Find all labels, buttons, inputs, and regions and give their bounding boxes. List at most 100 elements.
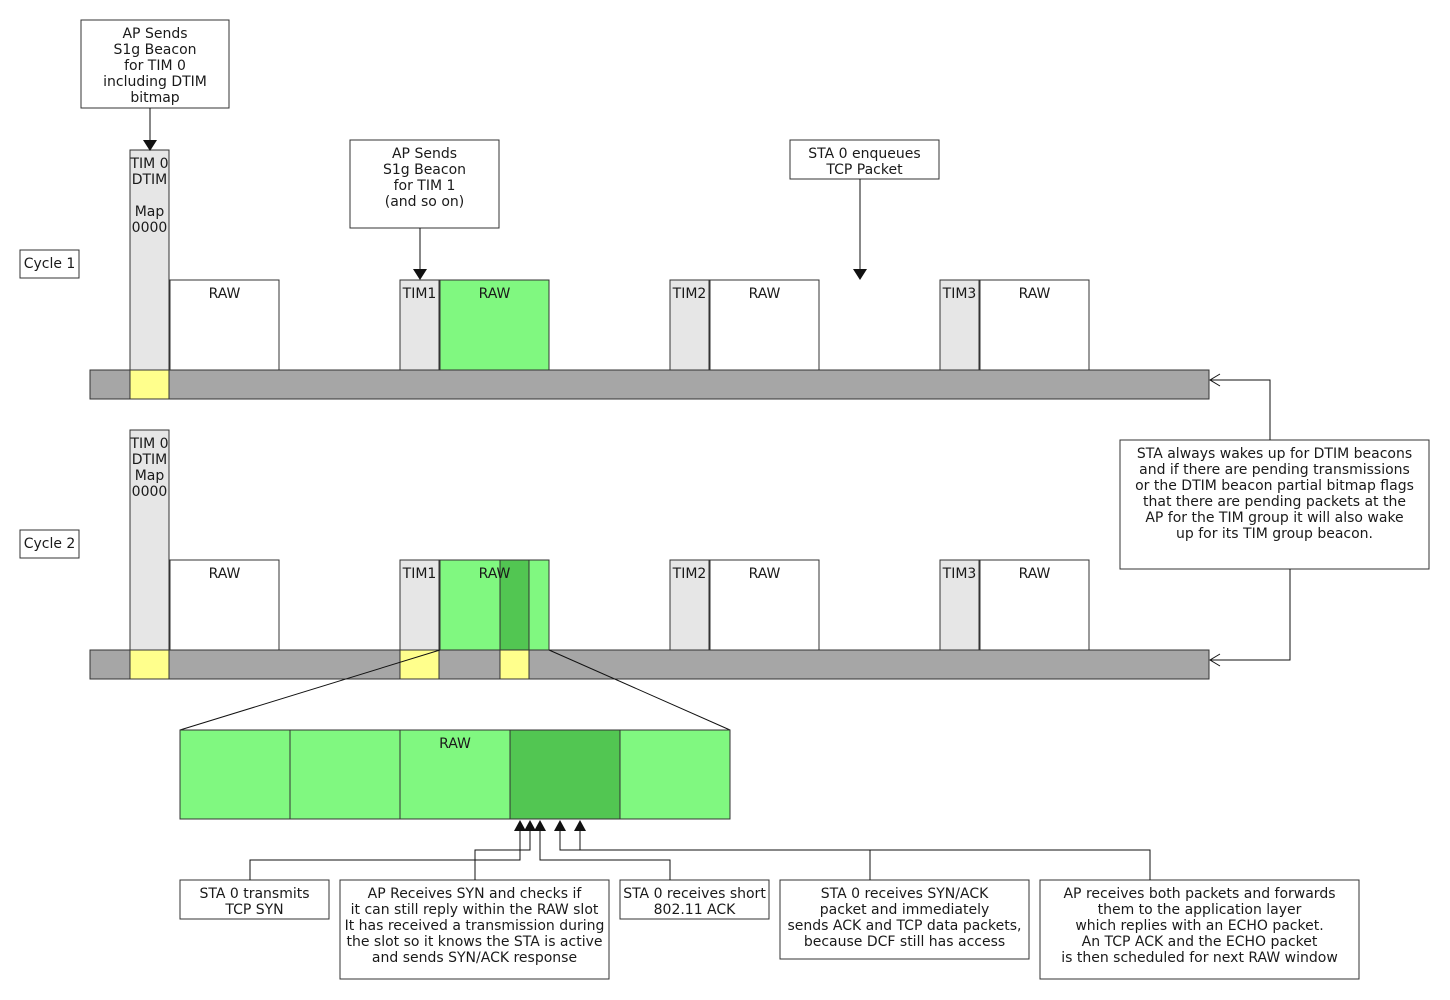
callout-sta-ack: STA 0 receives short 802.11 ACK xyxy=(619,879,770,920)
svg-text:An TCP ACK and the ECHO packet: An TCP ACK and the ECHO packet xyxy=(1082,934,1318,950)
zoom-lines xyxy=(179,649,731,731)
arrow-down-icon xyxy=(853,269,867,280)
tim1-block-cycle1: TIM1 xyxy=(399,279,440,371)
svg-text:it can still reply within the: it can still reply within the RAW slot xyxy=(351,902,599,918)
svg-text:0000: 0000 xyxy=(132,484,168,500)
svg-text:RAW: RAW xyxy=(209,566,241,582)
arrow-up-icon xyxy=(574,820,586,831)
svg-text:RAW: RAW xyxy=(749,286,781,302)
svg-text:TIM2: TIM2 xyxy=(672,286,707,302)
callout-sta-synack: STA 0 receives SYN/ACK packet and immedi… xyxy=(779,879,1030,960)
svg-text:TIM3: TIM3 xyxy=(942,286,977,302)
tim1-beacon-slot-cycle2 xyxy=(399,649,440,680)
svg-text:802.11 ACK: 802.11 ACK xyxy=(654,902,737,918)
arrow-up-icon xyxy=(524,820,536,831)
cycle-2-label: Cycle 2 xyxy=(19,529,80,559)
svg-text:TCP Packet: TCP Packet xyxy=(825,162,903,178)
svg-text:S1g Beacon: S1g Beacon xyxy=(113,42,196,58)
svg-text:RAW: RAW xyxy=(439,736,471,752)
svg-text:STA 0 receives SYN/ACK: STA 0 receives SYN/ACK xyxy=(821,886,989,902)
svg-text:TIM1: TIM1 xyxy=(402,286,437,302)
svg-text:RAW: RAW xyxy=(1019,566,1051,582)
dtim-beacon-slot-cycle2 xyxy=(129,649,170,680)
svg-text:RAW: RAW xyxy=(479,566,511,582)
timeline-bar-cycle2 xyxy=(89,649,1210,680)
svg-text:and sends SYN/ACK response: and sends SYN/ACK response xyxy=(372,950,577,966)
callout-ap-beacon-tim0: AP Sends S1g Beacon for TIM 0 including … xyxy=(80,19,230,109)
raw-window-0-cycle1: RAW xyxy=(169,279,280,371)
svg-text:AP Sends: AP Sends xyxy=(392,146,457,162)
svg-text:TIM1: TIM1 xyxy=(402,566,437,582)
sta-transmit-slot-cycle2 xyxy=(499,649,530,680)
svg-text:STA always wakes up for DTIM b: STA always wakes up for DTIM beacons xyxy=(1137,446,1412,462)
svg-text:Map: Map xyxy=(135,468,165,484)
svg-text:TCP SYN: TCP SYN xyxy=(224,902,283,918)
bottom-connectors xyxy=(249,820,1151,880)
svg-text:RAW: RAW xyxy=(1019,286,1051,302)
svg-text:DTIM: DTIM xyxy=(132,172,168,188)
svg-text:0000: 0000 xyxy=(132,220,168,236)
callout-sta-syn: STA 0 transmits TCP SYN xyxy=(179,879,330,920)
svg-text:TIM 0: TIM 0 xyxy=(129,156,168,172)
svg-text:or the DTIM beacon partial bit: or the DTIM beacon partial bitmap flags xyxy=(1135,478,1414,494)
raw-window-2-cycle2: RAW xyxy=(709,559,820,651)
svg-text:DTIM: DTIM xyxy=(132,452,168,468)
svg-text:including DTIM: including DTIM xyxy=(103,74,207,90)
tim2-block-cycle1: TIM2 xyxy=(669,279,710,371)
tim0-dtim-block-cycle1: TIM 0 DTIM Map 0000 xyxy=(129,149,170,371)
svg-text:TIM2: TIM2 xyxy=(672,566,707,582)
svg-text:It has received a transmission: It has received a transmission during xyxy=(345,918,605,934)
svg-text:Cycle 1: Cycle 1 xyxy=(24,256,76,272)
svg-text:RAW: RAW xyxy=(209,286,241,302)
tim3-block-cycle2: TIM3 xyxy=(939,559,980,651)
svg-text:AP for the TIM group it will a: AP for the TIM group it will also wake xyxy=(1145,510,1403,526)
zoomed-raw-window: RAW xyxy=(179,729,731,820)
svg-text:TIM 0: TIM 0 xyxy=(129,436,168,452)
svg-text:is then scheduled for next RAW: is then scheduled for next RAW window xyxy=(1061,950,1338,966)
callout-sta-enqueues: STA 0 enqueues TCP Packet xyxy=(789,139,940,180)
svg-text:AP receives both packets and f: AP receives both packets and forwards xyxy=(1063,886,1335,902)
callout-sta-wakes: STA always wakes up for DTIM beacons and… xyxy=(1119,439,1430,570)
tim1-block-cycle2: TIM1 xyxy=(399,559,440,651)
arrow-up-icon xyxy=(534,820,546,831)
raw-window-3-cycle1: RAW xyxy=(979,279,1090,371)
cycle-1-label: Cycle 1 xyxy=(19,249,80,279)
zoomed-active-raw-slot xyxy=(509,729,621,820)
arrow-up-icon xyxy=(554,820,566,831)
svg-text:Map: Map xyxy=(135,204,165,220)
arrow-down-icon xyxy=(143,140,157,151)
svg-text:(and so on): (and so on) xyxy=(385,194,464,210)
raw-window-3-cycle2: RAW xyxy=(979,559,1090,651)
callout-ap-both: AP receives both packets and forwards th… xyxy=(1039,879,1360,980)
svg-text:which replies with an ECHO pac: which replies with an ECHO packet. xyxy=(1075,918,1323,934)
tim0-dtim-block-cycle2: TIM 0 DTIM Map 0000 xyxy=(129,429,170,651)
raw-window-1-cycle1: RAW xyxy=(439,279,550,371)
cycle-2: TIM 0 DTIM Map 0000 RAW TIM1 RAW TIM2 RA… xyxy=(89,429,1210,680)
svg-text:because DCF still has access: because DCF still has access xyxy=(804,934,1005,950)
svg-text:AP Receives SYN and checks if: AP Receives SYN and checks if xyxy=(368,886,583,902)
arrow-down-icon xyxy=(413,269,427,280)
svg-text:STA 0 enqueues: STA 0 enqueues xyxy=(808,146,920,162)
arrow-up-icon xyxy=(514,820,526,831)
svg-text:and if there are pending trans: and if there are pending transmissions xyxy=(1139,462,1410,478)
svg-text:up for its TIM group beacon.: up for its TIM group beacon. xyxy=(1176,526,1373,542)
svg-text:bitmap: bitmap xyxy=(130,90,179,106)
svg-text:that there are pending packets: that there are pending packets at the xyxy=(1143,494,1406,510)
svg-text:STA 0 receives short: STA 0 receives short xyxy=(623,886,766,902)
tim2-block-cycle2: TIM2 xyxy=(669,559,710,651)
raw-window-0-cycle2: RAW xyxy=(169,559,280,651)
cycle-1: TIM 0 DTIM Map 0000 RAW TIM1 RAW TIM2 RA… xyxy=(89,149,1210,400)
callout-ap-beacon-tim1: AP Sends S1g Beacon for TIM 1 (and so on… xyxy=(349,139,500,229)
callout-ap-syn: AP Receives SYN and checks if it can sti… xyxy=(339,879,610,980)
svg-text:RAW: RAW xyxy=(479,286,511,302)
svg-text:Cycle 2: Cycle 2 xyxy=(24,536,76,552)
svg-text:sends ACK and TCP data packets: sends ACK and TCP data packets, xyxy=(788,918,1022,934)
svg-text:packet and immediately: packet and immediately xyxy=(820,902,990,918)
dtim-beacon-slot-cycle1 xyxy=(129,369,170,400)
svg-text:for TIM 1: for TIM 1 xyxy=(394,178,456,194)
svg-text:them to the application layer: them to the application layer xyxy=(1098,902,1302,918)
svg-text:STA 0 transmits: STA 0 transmits xyxy=(199,886,309,902)
timeline-bar-cycle1 xyxy=(89,369,1210,400)
svg-text:S1g Beacon: S1g Beacon xyxy=(383,162,466,178)
